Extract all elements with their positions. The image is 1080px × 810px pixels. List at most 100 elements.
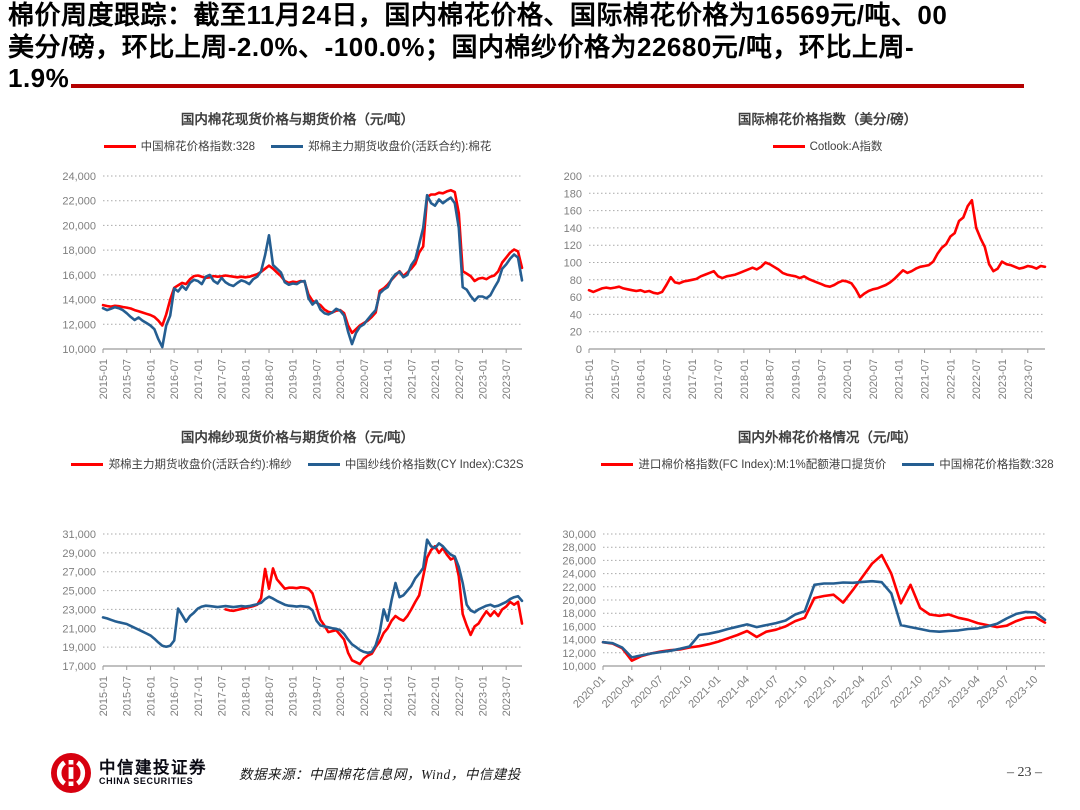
company-logo: 中信建投证券 CHINA SECURITIES — [50, 752, 207, 794]
x-axis-tick-label: 2023-07 — [501, 359, 513, 399]
y-axis-tick-label: 27,000 — [62, 567, 96, 579]
company-logo-text: 中信建投证券 CHINA SECURITIES — [99, 758, 207, 787]
x-axis-tick-label: 2015-01 — [98, 676, 110, 716]
legend-item: 中国棉花价格指数:328 — [902, 456, 1054, 472]
headline: 棉价周度跟踪：截至11月24日，国内棉花价格、国际棉花价格为16569元/吨、0… — [8, 0, 1054, 95]
legend-item: 郑棉主力期货收盘价(活跃合约):棉花 — [271, 138, 491, 154]
chart-plot-area: 17,000 19,000 21,000 23,000 25,000 27,000 29,0… — [25, 472, 530, 745]
x-axis-tick-label: 2019-07 — [816, 359, 828, 399]
legend-swatch — [71, 462, 104, 466]
x-axis-tick-label: 2016-07 — [169, 676, 181, 716]
x-axis-tick-label: 2016-01 — [145, 359, 157, 399]
chart-legend: Cotlook:A指数 — [595, 138, 1060, 154]
x-axis-tick-label: 2016-01 — [145, 676, 157, 716]
y-axis-tick-label: 18,000 — [562, 608, 596, 620]
chart-plot-area: 10,000 12,000 14,000 16,000 18,000 20,000 22,0… — [25, 154, 530, 421]
chart-international-cotton-index: 国际棉花价格指数（美分/磅） Cotlook:A指数 0 20 40 60 80 100 1… — [555, 100, 1060, 418]
x-axis-tick-label: 2023-07 — [501, 676, 513, 716]
chart-canvas: 10,00012,00014,00016,00018,00020,00022,0… — [62, 171, 524, 399]
y-axis-tick-label: 28,000 — [562, 542, 596, 554]
x-axis-tick-label: 2018-01 — [240, 359, 252, 399]
y-axis-tick-label: 23,000 — [62, 604, 96, 616]
legend-swatch — [902, 462, 935, 466]
legend-label: 进口棉价格指数(FC Index):M:1%配额港口提货价 — [638, 459, 887, 471]
x-axis-tick-label: 2021-01 — [383, 676, 395, 716]
headline-line-2: 美分/磅，环比上周-2.0%、-100.0%；国内棉纱价格为22680元/吨，环… — [8, 31, 915, 62]
x-axis-tick-label: 2022-01 — [430, 359, 442, 399]
chart-title: 国内棉纱现货价格与期货价格（元/吨） — [180, 430, 415, 445]
x-axis-tick-label: 2021-07 — [406, 676, 418, 716]
y-axis-tick-label: 24,000 — [562, 569, 596, 581]
x-axis-tick-label: 2018-07 — [264, 676, 276, 716]
x-axis-tick-label: 2023-01 — [477, 359, 489, 399]
x-axis-tick-label: 2020-01 — [335, 676, 347, 716]
series-line — [587, 198, 1047, 299]
legend-item: 郑棉主力期货收盘价(活跃合约):棉纱 — [71, 456, 292, 472]
x-axis-tick-label: 2021-01 — [894, 359, 906, 399]
y-axis-tick-label: 14,000 — [562, 635, 596, 647]
y-axis-tick-label: 26,000 — [562, 555, 596, 567]
y-axis-tick-label: 14,000 — [62, 295, 96, 307]
y-axis-tick-label: 20 — [570, 327, 582, 339]
y-axis-tick-label: 100 — [564, 258, 582, 270]
x-axis-tick-label: 2017-07 — [217, 676, 229, 716]
chart-canvas: 10,00012,00014,00016,00018,00020,00022,0… — [562, 529, 1047, 711]
x-axis-tick-label: 2021-07 — [920, 359, 932, 399]
x-axis-tick-label: 2019-01 — [288, 676, 300, 716]
x-axis-tick-label: 2023-10 — [1003, 674, 1040, 711]
y-axis-tick-label: 12,000 — [562, 648, 596, 660]
x-axis-tick-label: 2017-01 — [193, 359, 205, 399]
x-axis-tick-label: 2022-07 — [454, 359, 466, 399]
x-axis-tick-label: 2018-07 — [264, 359, 276, 399]
y-axis-tick-label: 12,000 — [62, 319, 96, 331]
legend-swatch — [601, 462, 634, 466]
y-axis-tick-label: 120 — [564, 240, 582, 252]
y-axis-tick-label: 18,000 — [62, 245, 96, 257]
legend-label: 中国棉花价格指数:328 — [939, 459, 1054, 471]
chart-legend: 中国棉花价格指数:328 郑棉主力期货收盘价(活跃合约):棉花 — [65, 138, 530, 154]
x-axis-tick-label: 2019-07 — [311, 676, 323, 716]
y-axis-tick-label: 17,000 — [62, 661, 96, 673]
x-axis-tick-label: 2015-01 — [584, 359, 596, 399]
legend-label: 中国纱线价格指数(CY Index):C32S — [344, 459, 524, 471]
chart-canvas: 17,000 19,000 21,000 23,000 25,000 27,000 29,0… — [62, 529, 524, 716]
x-axis-tick-label: 2020-01 — [335, 359, 347, 399]
legend-label: Cotlook:A指数 — [809, 141, 883, 153]
x-axis-tick-label: 2022-07 — [454, 676, 466, 716]
y-axis-tick-label: 140 — [564, 223, 582, 235]
charts-grid: 国内棉花现货价格与期货价格（元/吨） 中国棉花价格指数:328 郑棉主力期货收盘价… — [25, 100, 1060, 740]
y-axis-tick-label: 80 — [570, 275, 582, 287]
series-line — [101, 193, 524, 349]
company-name-cn: 中信建投证券 — [99, 758, 207, 777]
series-line — [101, 188, 524, 335]
x-axis-tick-label: 2016-07 — [661, 359, 673, 399]
legend-label: 郑棉主力期货收盘价(活跃合约):棉花 — [308, 141, 492, 153]
x-axis-tick-label: 2015-07 — [122, 676, 134, 716]
series-line — [101, 538, 524, 655]
y-axis-tick-label: 160 — [564, 206, 582, 218]
series-line — [601, 579, 1047, 659]
x-axis-tick-label: 2015-07 — [610, 359, 622, 399]
page-number: – 23 – — [1007, 765, 1042, 780]
headline-line-3-text: 1.9% — [8, 63, 70, 94]
chart-legend: 进口棉价格指数(FC Index):M:1%配额港口提货价 中国棉花价格指数:32… — [595, 456, 1060, 472]
x-axis-tick-label: 2015-01 — [98, 359, 110, 399]
chart-plot-area: 10,000 12,000 14,000 16,000 18,000 20,000 22,0… — [555, 472, 1060, 745]
x-axis-tick-label: 2017-01 — [687, 359, 699, 399]
x-axis-tick-label: 2021-01 — [383, 359, 395, 399]
legend-label: 中国棉花价格指数:328 — [140, 141, 256, 153]
y-axis-tick-label: 20,000 — [562, 595, 596, 607]
x-axis-tick-label: 2021-07 — [406, 359, 418, 399]
data-source-note: 数据来源：中国棉花信息网，Wind，中信建投 — [239, 767, 521, 782]
chart-title: 国内外棉花价格情况（元/吨） — [737, 430, 918, 445]
x-axis-tick-label: 2019-07 — [311, 359, 323, 399]
y-axis-tick-label: 20,000 — [62, 220, 96, 232]
y-axis-tick-label: 22,000 — [562, 582, 596, 594]
x-axis-tick-label: 2016-01 — [636, 359, 648, 399]
x-axis-tick-label: 2016-07 — [169, 359, 181, 399]
y-axis-tick-label: 21,000 — [62, 623, 96, 635]
y-axis-tick-label: 22,000 — [62, 196, 96, 208]
x-axis-tick-label: 2022-01 — [945, 359, 957, 399]
legend-swatch — [103, 144, 136, 148]
